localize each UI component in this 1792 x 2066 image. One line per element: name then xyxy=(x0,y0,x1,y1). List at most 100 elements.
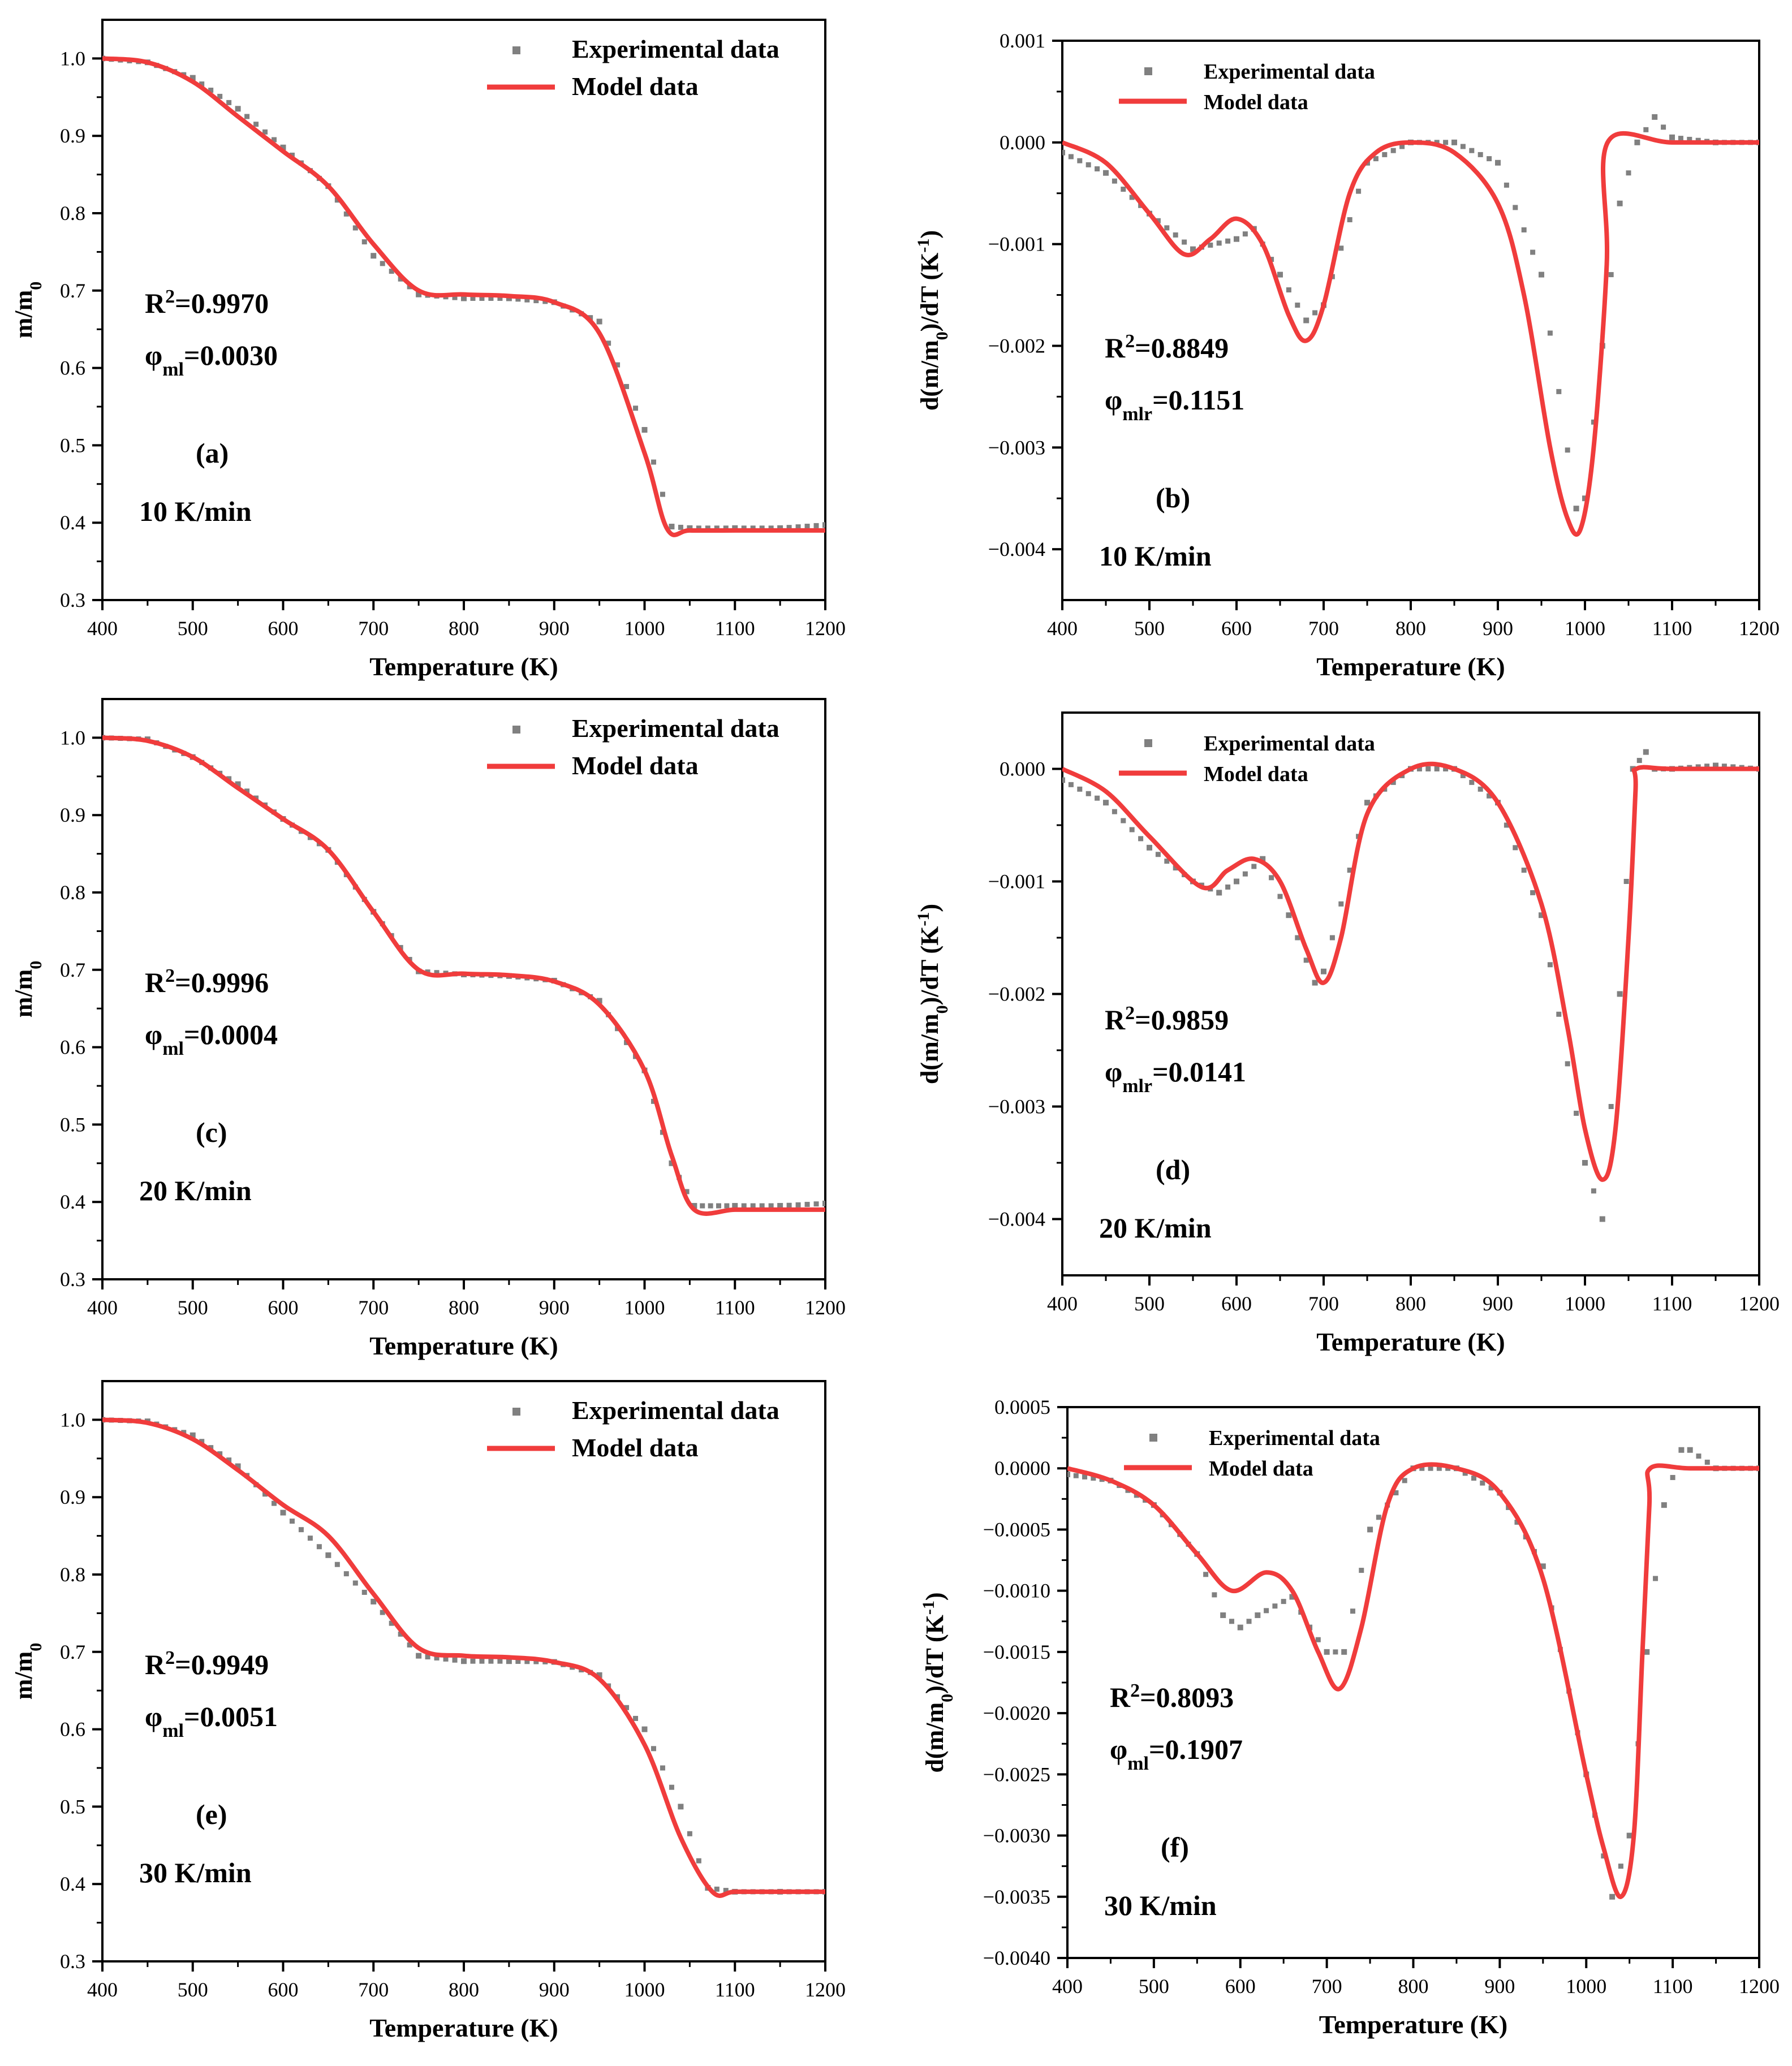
experimental-point xyxy=(443,1656,449,1662)
experimental-point xyxy=(1286,287,1291,293)
experimental-point xyxy=(235,781,241,787)
experimental-point xyxy=(1687,136,1692,142)
experimental-point xyxy=(1451,139,1457,145)
experimental-point xyxy=(1653,1576,1659,1581)
experimental-point xyxy=(1636,758,1642,764)
experimental-point xyxy=(1182,239,1187,245)
x-axis-title: Temperature (K) xyxy=(1316,652,1505,681)
experimental-point xyxy=(1626,170,1631,176)
experimental-point xyxy=(1062,777,1065,783)
experimental-point xyxy=(1173,232,1178,238)
y-tick-label: 0.8 xyxy=(60,202,85,225)
experimental-point xyxy=(1480,1480,1485,1486)
experimental-point xyxy=(660,491,665,497)
experimental-point xyxy=(1617,200,1623,206)
legend-marker-experimental xyxy=(1144,739,1152,747)
experimental-point xyxy=(189,1432,196,1438)
experimental-point xyxy=(343,211,349,217)
y-tick-label: −0.002 xyxy=(988,983,1045,1006)
y-tick-label: −0.0020 xyxy=(983,1702,1050,1724)
y-axis-title: m/m0 xyxy=(10,961,45,1018)
experimental-point xyxy=(262,129,268,135)
legend: Experimental data Model data xyxy=(487,1396,779,1462)
experimental-point xyxy=(407,1642,412,1647)
experimental-point xyxy=(633,406,639,411)
experimental-point xyxy=(497,295,503,301)
experimental-point xyxy=(1220,1612,1226,1618)
experimental-point xyxy=(1477,152,1483,157)
experimental-point xyxy=(1390,148,1396,153)
legend-label-model: Model data xyxy=(1204,762,1308,786)
legend-label-model: Model data xyxy=(1204,90,1308,114)
x-tick-label: 700 xyxy=(358,1296,389,1319)
legend-marker-experimental xyxy=(512,726,520,734)
experimental-point xyxy=(1393,1490,1399,1496)
y-tick-label: 0.5 xyxy=(60,1113,85,1136)
x-tick-label: 700 xyxy=(1308,617,1339,640)
plot-area xyxy=(1067,1447,1759,1900)
experimental-point xyxy=(606,340,611,346)
experimental-point xyxy=(1565,447,1570,453)
experimental-point xyxy=(352,225,358,231)
experimental-point xyxy=(1364,800,1370,806)
y-axis-title: m/m0 xyxy=(10,1643,45,1700)
experimental-point xyxy=(1617,991,1623,997)
experimental-point xyxy=(1112,809,1117,814)
experimental-point xyxy=(1373,156,1379,162)
experimental-point xyxy=(452,295,458,300)
heating-rate-label: 30 K/min xyxy=(139,1857,252,1888)
experimental-point xyxy=(1329,935,1335,941)
legend-label-experimental: Experimental data xyxy=(572,34,779,63)
experimental-point xyxy=(208,1445,214,1451)
experimental-point xyxy=(1085,162,1091,167)
experimental-point xyxy=(777,525,783,531)
y-axis-title: m/m0 xyxy=(10,282,45,339)
experimental-point xyxy=(1234,236,1239,242)
experimental-point xyxy=(1487,793,1492,799)
phi-label: φml=0.0004 xyxy=(145,1019,278,1059)
experimental-point xyxy=(1547,962,1553,968)
experimental-point xyxy=(1203,1572,1209,1577)
experimental-point xyxy=(1643,749,1649,755)
experimental-point xyxy=(684,1189,690,1194)
experimental-point xyxy=(1138,836,1144,842)
experimental-point xyxy=(1678,136,1683,141)
y-tick-label: −0.002 xyxy=(988,334,1045,357)
experimental-point xyxy=(1608,1104,1614,1109)
legend: Experimental data Model data xyxy=(1124,1426,1380,1481)
experimental-point xyxy=(1303,957,1309,963)
experimental-point xyxy=(1539,912,1544,918)
y-tick-label: 1.0 xyxy=(60,47,85,70)
experimental-point xyxy=(425,1654,430,1660)
experimental-point xyxy=(641,427,648,433)
experimental-point xyxy=(1443,140,1449,145)
experimental-point xyxy=(615,362,621,368)
experimental-point xyxy=(641,1726,648,1732)
legend-label-model: Model data xyxy=(572,72,699,101)
x-axis-title: Temperature (K) xyxy=(369,652,558,681)
experimental-point xyxy=(795,1202,801,1207)
legend-marker-experimental xyxy=(512,46,520,54)
experimental-point xyxy=(1504,822,1509,828)
experimental-point xyxy=(1513,845,1518,851)
phi-label: φml=0.1907 xyxy=(1110,1733,1243,1774)
y-tick-label: 0.9 xyxy=(60,124,85,147)
experimental-point xyxy=(1574,1110,1579,1116)
experimental-point xyxy=(452,1657,458,1663)
x-tick-label: 1000 xyxy=(624,617,665,640)
experimental-point xyxy=(280,144,286,150)
experimental-point xyxy=(1225,884,1231,890)
experimental-point xyxy=(696,525,701,531)
experimental-point xyxy=(1121,187,1126,192)
experimental-point xyxy=(1333,1649,1338,1655)
phi-label: φmlr=0.0141 xyxy=(1105,1056,1246,1097)
experimental-point xyxy=(470,1658,476,1664)
y-tick-label: 0.7 xyxy=(60,279,85,302)
y-tick-label: 0.9 xyxy=(60,1486,85,1508)
x-tick-label: 1200 xyxy=(1739,617,1780,640)
experimental-point xyxy=(1591,419,1596,425)
experimental-point xyxy=(1264,1608,1269,1614)
experimental-point xyxy=(660,1765,665,1771)
experimental-point xyxy=(1246,1619,1252,1624)
heating-rate-label: 10 K/min xyxy=(1099,540,1212,572)
